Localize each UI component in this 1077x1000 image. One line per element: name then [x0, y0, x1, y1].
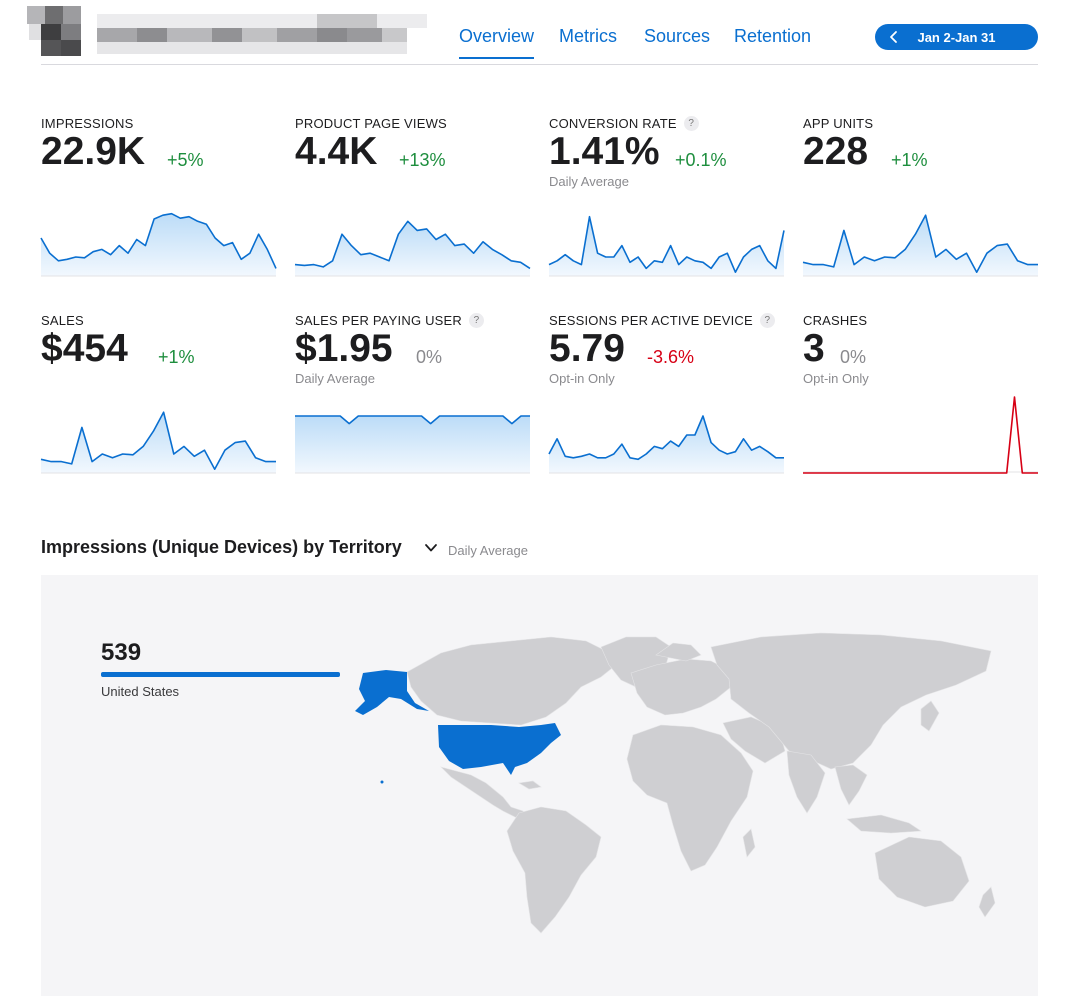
- app-name-blurred: [27, 6, 427, 56]
- tab-sources[interactable]: Sources: [644, 26, 711, 46]
- metric-label: IMPRESSIONS: [41, 116, 134, 131]
- metric-value: 3: [803, 327, 825, 370]
- metric-change: +13%: [399, 150, 446, 170]
- sparkline-chart: [40, 411, 276, 474]
- metric-change: 0%: [840, 347, 867, 367]
- metric-value: 5.79: [549, 327, 625, 370]
- sparkline-chart: [548, 215, 785, 277]
- metric-change: 0%: [416, 347, 443, 367]
- metric-value: 228: [803, 130, 869, 173]
- sparkline-line: [548, 415, 784, 461]
- metric-subtitle: Opt-in Only: [549, 371, 615, 386]
- chevron-down-icon[interactable]: [424, 541, 438, 555]
- sparkline-chart: [295, 415, 530, 474]
- sparkline-line: [802, 214, 1038, 273]
- sparkline-line: [294, 220, 531, 270]
- sparkline-chart: [803, 396, 1038, 474]
- sparkline-area: [41, 412, 276, 473]
- help-icon[interactable]: ?: [469, 313, 484, 328]
- sparkline-area: [549, 416, 784, 473]
- sparkline-chart: [802, 214, 1038, 277]
- date-range-label: Jan 2-Jan 31: [917, 30, 996, 45]
- sparkline-chart: [548, 415, 784, 474]
- territory-map-panel: 539 United States: [41, 575, 1038, 996]
- metric-label: CRASHES: [803, 313, 868, 328]
- metric-card-product-page-views[interactable]: PRODUCT PAGE VIEWS 4.4K +13%: [294, 116, 531, 296]
- metric-change: +1%: [891, 150, 928, 170]
- sparkline-chart: [40, 212, 277, 277]
- metric-subtitle: Daily Average: [295, 371, 375, 386]
- help-icon[interactable]: ?: [683, 116, 699, 131]
- tab-overview[interactable]: Overview: [459, 26, 535, 59]
- help-icon[interactable]: ?: [759, 313, 775, 328]
- metric-label-text: CONVERSION RATE: [549, 116, 677, 131]
- tab-retention[interactable]: Retention: [734, 26, 812, 46]
- map-highlight-united-states[interactable]: [355, 670, 561, 784]
- metric-subtitle: Daily Average: [549, 174, 629, 189]
- sparkline-line: [40, 411, 276, 470]
- tab-metrics[interactable]: Metrics: [559, 26, 617, 46]
- sparkline-chart: [294, 220, 531, 277]
- sparkline-line: [803, 396, 1038, 474]
- metric-change: +5%: [167, 150, 204, 170]
- metric-card-conversion-rate[interactable]: CONVERSION RATE? 1.41% +0.1% Daily Avera…: [548, 116, 785, 296]
- metric-value: $1.95: [295, 327, 393, 370]
- metric-value: 4.4K: [295, 130, 378, 173]
- sparkline-area: [803, 215, 1038, 276]
- metric-change: +1%: [158, 347, 195, 367]
- sparkline-area: [295, 221, 530, 276]
- top-territory-name: United States: [101, 684, 180, 699]
- metric-value: 1.41%: [549, 130, 660, 173]
- chevron-left-icon[interactable]: [887, 30, 901, 44]
- metric-label: APP UNITS: [803, 116, 874, 131]
- top-territory-bar: [101, 672, 340, 677]
- date-range-button[interactable]: Jan 2-Jan 31: [875, 24, 1038, 50]
- territory-title[interactable]: Impressions (Unique Devices) by Territor…: [41, 537, 402, 557]
- map-land-other: [406, 632, 996, 934]
- metric-label-text: SALES PER PAYING USER: [295, 313, 462, 328]
- metric-value: 22.9K: [41, 130, 146, 173]
- metric-label: SALES PER PAYING USER?: [295, 313, 484, 328]
- metric-card-impressions[interactable]: IMPRESSIONS 22.9K +5%: [40, 116, 277, 296]
- metric-card-crashes[interactable]: CRASHES 3 0% Opt-in Only: [803, 313, 1038, 493]
- metric-card-sales[interactable]: SALES $454 +1%: [40, 313, 276, 493]
- metric-label: CONVERSION RATE?: [549, 116, 699, 131]
- top-territory-value: 539: [101, 639, 142, 666]
- sparkline-area: [549, 216, 784, 276]
- metric-subtitle: Opt-in Only: [803, 371, 869, 386]
- metric-card-sales-per-paying-user[interactable]: SALES PER PAYING USER? $1.95 0% Daily Av…: [295, 313, 530, 493]
- sparkline-area: [295, 416, 530, 473]
- metric-label: SALES: [41, 313, 84, 328]
- world-map[interactable]: [41, 575, 1038, 996]
- sparkline-line: [548, 215, 785, 273]
- header-divider: [41, 64, 1038, 65]
- territory-subtitle: Daily Average: [448, 543, 528, 558]
- sparkline-line: [295, 415, 530, 425]
- metric-card-sessions-per-active-device[interactable]: SESSIONS PER ACTIVE DEVICE? 5.79 -3.6% O…: [548, 313, 784, 493]
- metric-label-text: SESSIONS PER ACTIVE DEVICE: [549, 313, 753, 328]
- sparkline-area: [41, 213, 276, 276]
- metric-change: -3.6%: [647, 347, 695, 367]
- metric-card-app-units[interactable]: APP UNITS 228 +1%: [802, 116, 1038, 296]
- sparkline-line: [40, 212, 277, 269]
- metric-label: PRODUCT PAGE VIEWS: [295, 116, 447, 131]
- metric-change: +0.1%: [675, 150, 727, 170]
- metric-label: SESSIONS PER ACTIVE DEVICE?: [549, 313, 775, 328]
- metric-value: $454: [41, 327, 128, 370]
